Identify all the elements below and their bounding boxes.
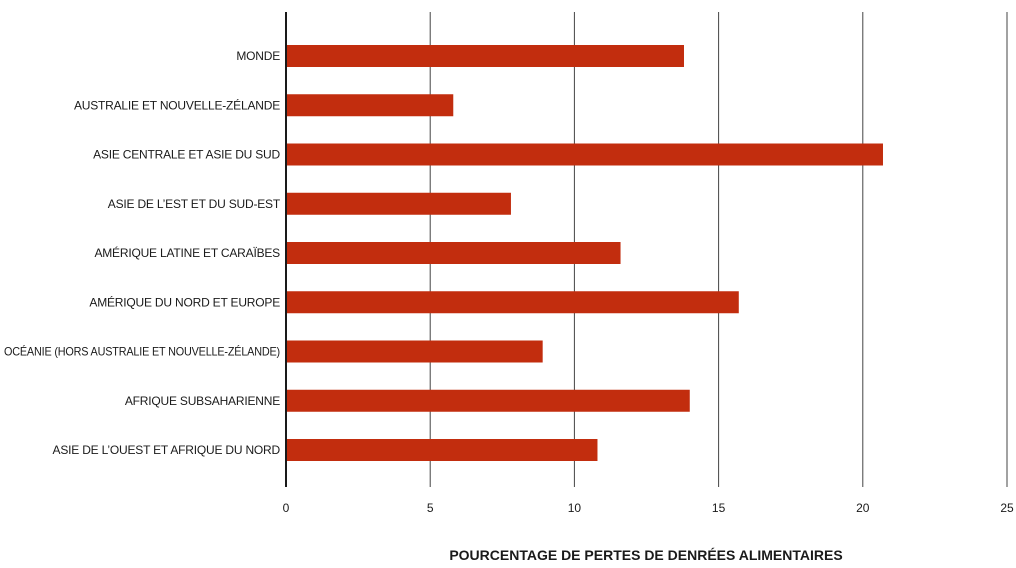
bar-8	[287, 439, 598, 461]
x-tick-label-20: 20	[856, 501, 870, 515]
category-label-2: ASIE CENTRALE ET ASIE DU SUD	[93, 148, 280, 162]
category-label-1: AUSTRALIE ET NOUVELLE-ZÉLANDE	[74, 97, 280, 112]
category-label-5: AMÉRIQUE DU NORD ET EUROPE	[89, 294, 280, 309]
x-tick-label-15: 15	[712, 501, 726, 515]
category-label-7: AFRIQUE SUBSAHARIENNE	[125, 394, 280, 408]
bar-1	[287, 94, 454, 117]
bar-3	[287, 192, 511, 215]
bar-5	[287, 291, 739, 314]
bar-6	[287, 340, 543, 363]
category-label-0: MONDE	[236, 49, 280, 63]
x-tick-label-10: 10	[568, 501, 582, 515]
x-tick-labels: 0 5 10 15 20 25	[283, 501, 1014, 515]
category-label-4: AMÉRIQUE LATINE ET CARAÏBES	[94, 245, 280, 260]
bar-7	[287, 389, 690, 412]
category-label-8: ASIE DE L’OUEST ET AFRIQUE DU NORD	[53, 443, 281, 457]
bar-2	[287, 143, 883, 166]
category-labels: MONDE AUSTRALIE ET NOUVELLE-ZÉLANDE ASIE C…	[4, 49, 281, 457]
bar-layer	[287, 45, 883, 461]
category-label-3: ASIE DE L’EST ET DU SUD-EST	[108, 197, 281, 211]
x-tick-label-5: 5	[427, 501, 434, 515]
bar-4	[287, 242, 621, 264]
bar-0	[287, 45, 684, 67]
x-tick-label-25: 25	[1000, 501, 1014, 515]
x-tick-label-0: 0	[283, 501, 290, 515]
category-label-6: OCÉANIE (HORS AUSTRALIE ET NOUVELLE-ZÉLA…	[4, 344, 280, 359]
x-axis-title: POURCENTAGE DE PERTES DE DENRÉES ALIMENT…	[449, 547, 842, 563]
